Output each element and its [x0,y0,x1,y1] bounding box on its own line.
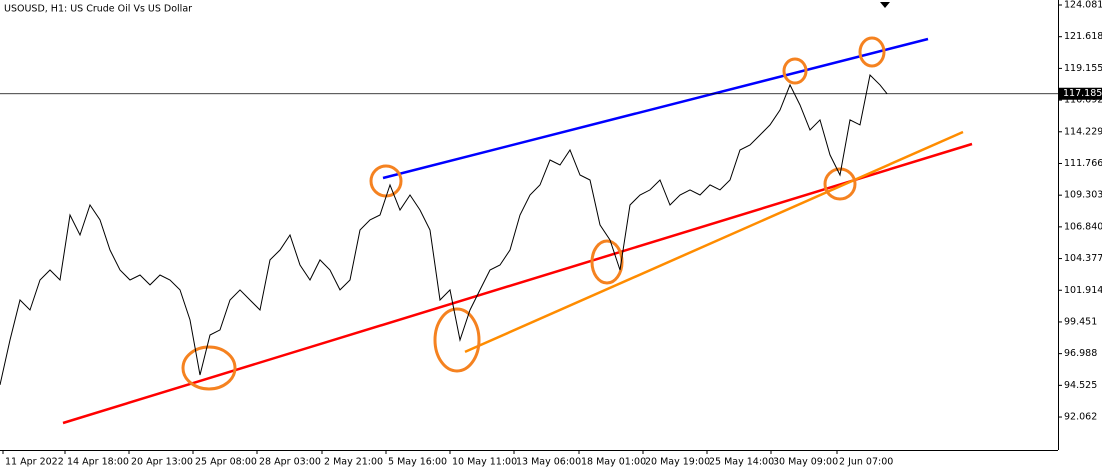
y-tick-label: 109.303 [1064,190,1102,201]
price-line [0,73,888,386]
x-tick-label: 11 Apr 2022 [5,457,64,468]
x-tick-label: 28 Apr 03:00 [259,457,321,468]
x-tick-label: 2 Jun 07:00 [839,457,893,468]
highlight-circle [433,307,481,373]
y-tick-label: 114.229 [1064,126,1102,137]
y-tick-label: 119.155 [1064,63,1102,74]
y-tick-label: 99.451 [1064,316,1097,327]
x-tick-label: 25 Apr 08:00 [195,457,257,468]
y-tick-label: 116.692 [1064,95,1102,106]
y-tick-label: 101.914 [1064,285,1102,296]
x-tick-label: 13 May 06:00 [516,457,581,468]
trend-line [464,130,964,354]
y-tick-label: 104.377 [1064,253,1102,264]
y-tick-label: 124.081 [1064,0,1102,11]
trend-line [382,37,929,180]
x-tick-label: 10 May 11:00 [452,457,517,468]
annotations [181,36,886,391]
y-tick-label: 96.988 [1064,348,1097,359]
y-tick-label: 94.525 [1064,380,1097,391]
highlight-circle [181,345,237,391]
highlight-circle [590,239,624,285]
highlight-circle [782,57,808,85]
x-tick-label: 20 May 19:00 [645,457,710,468]
y-tick-label: 92.062 [1064,412,1097,423]
x-tick-label: 30 May 09:00 [773,457,838,468]
trend-line [62,142,973,425]
x-tick-label: 5 May 16:00 [388,457,447,468]
x-tick-label: 14 Apr 18:00 [67,457,129,468]
last-price-label: 117.185 [1063,88,1102,99]
y-tick-label: 111.766 [1064,158,1102,169]
highlight-circle [823,167,857,201]
x-tick-label: 20 Apr 13:00 [131,457,193,468]
y-tick-label: 121.618 [1064,31,1102,42]
highlight-circle [858,36,886,68]
x-tick-label: 25 May 14:00 [709,457,774,468]
y-tick-label: 106.840 [1064,221,1102,232]
x-tick-label: 18 May 01:00 [581,457,646,468]
shift-marker [880,2,890,8]
x-tick-label: 2 May 21:00 [324,457,383,468]
last-price-box [1059,87,1102,100]
chart-title: USOUSD, H1: US Crude Oil Vs US Dollar [4,4,192,15]
